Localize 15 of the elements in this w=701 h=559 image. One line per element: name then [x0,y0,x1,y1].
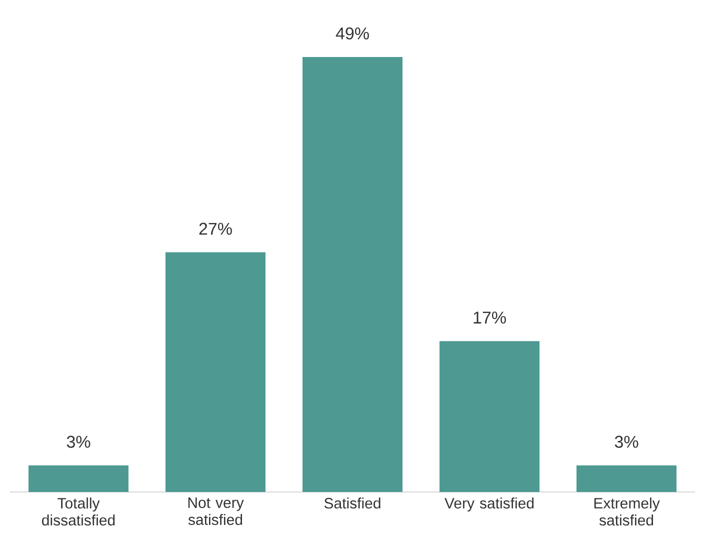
bar [166,252,266,492]
data-label: 3% [614,436,638,448]
bar [576,465,677,492]
data-label: 27% [199,222,232,235]
x-tick-label: Satisfied [324,498,380,509]
x-tick-label: Extremely satisfied [594,498,660,526]
data-label: 17% [474,312,506,324]
x-tick-label: Totally dissatisfied [42,498,115,526]
bar [302,56,403,492]
x-tick-label: Not very satisfied [188,498,244,525]
x-tick-label: Very satisfied [444,498,534,512]
bar [28,465,128,492]
data-label: 49% [336,27,369,40]
data-label: 3% [66,436,90,448]
bar [440,341,540,492]
